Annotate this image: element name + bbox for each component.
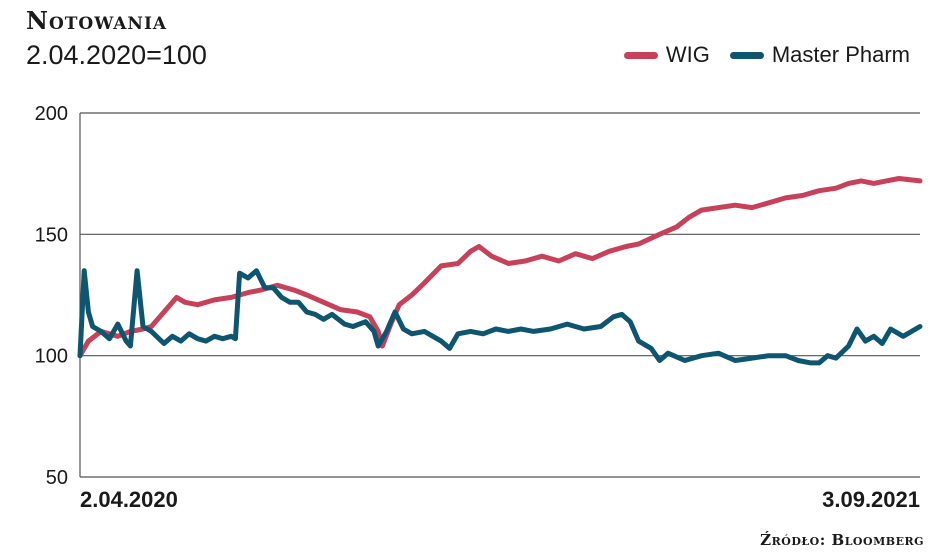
x-start-label: 2.04.2020 bbox=[80, 487, 178, 512]
series-line-master-pharm bbox=[77, 268, 923, 366]
plot-area bbox=[77, 176, 923, 366]
legend-swatch-master-pharm bbox=[729, 51, 764, 59]
series-line-wig bbox=[77, 176, 923, 359]
legend: WIG Master Pharm bbox=[604, 42, 910, 68]
legend-swatch-wig bbox=[623, 51, 658, 59]
x-end-label: 3.09.2021 bbox=[822, 487, 920, 512]
legend-label-wig: WIG bbox=[665, 42, 710, 67]
legend-label-master-pharm: Master Pharm bbox=[771, 42, 910, 67]
y-axis: 200 150 100 50 bbox=[35, 103, 68, 489]
grid bbox=[79, 112, 920, 478]
y-tick-label-50: 50 bbox=[46, 467, 68, 489]
source-note: Źródło: Bloomberg bbox=[760, 531, 924, 549]
x-axis: 2.04.2020 3.09.2021 bbox=[80, 487, 920, 512]
legend-item-master-pharm: Master Pharm bbox=[729, 42, 910, 68]
y-tick-label-150: 150 bbox=[35, 224, 68, 246]
y-tick-label-200: 200 bbox=[35, 103, 68, 125]
y-tick-label-100: 100 bbox=[35, 346, 68, 368]
chart-subtitle: 2.04.2020=100 bbox=[26, 40, 207, 70]
legend-item-wig: WIG bbox=[623, 42, 710, 68]
chart-title: Notowania bbox=[26, 6, 168, 35]
